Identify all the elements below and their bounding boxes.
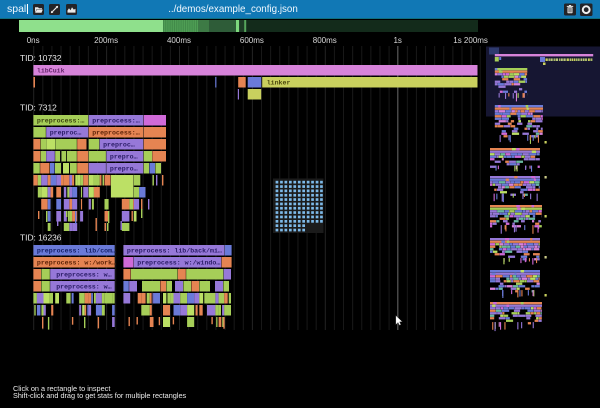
svg-text:preprocess: w…: preprocess: w… [56, 272, 111, 279]
svg-text:preproc…: preproc… [103, 142, 135, 149]
svg-text:400ms: 400ms [167, 36, 191, 45]
svg-text:600ms: 600ms [240, 36, 264, 45]
svg-text:TID: 10732: TID: 10732 [20, 53, 62, 63]
svg-text:preprocess:…: preprocess:… [92, 130, 140, 137]
svg-text:preprocess: w…: preprocess: w… [56, 284, 111, 291]
svg-text:preprocess: w:/work…: preprocess: w:/work… [37, 260, 116, 267]
svg-text:TID: 16236: TID: 16236 [20, 233, 62, 243]
svg-text:800ms: 800ms [313, 36, 337, 45]
svg-text:libCuik: libCuik [37, 68, 65, 75]
svg-text:TID: 7312: TID: 7312 [20, 103, 57, 113]
svg-text:preprocess: w:/windo…: preprocess: w:/windo… [137, 260, 220, 267]
svg-text:preproc…: preproc… [50, 130, 82, 137]
svg-text:linker: linker [267, 80, 291, 87]
svg-text:1s: 1s [393, 36, 401, 45]
svg-text:200ms: 200ms [94, 36, 118, 45]
svg-text:preprocess:…: preprocess:… [37, 118, 85, 125]
svg-text:prepro…: prepro… [110, 166, 138, 173]
svg-text:0ns: 0ns [27, 36, 40, 45]
svg-text:preprocess: lib/back/mi…: preprocess: lib/back/mi… [127, 248, 222, 255]
svg-text:prepro…: prepro… [110, 154, 138, 161]
svg-text:preprocess: lib/com…: preprocess: lib/com… [37, 248, 116, 255]
svg-text:preprocess:…: preprocess:… [92, 118, 140, 125]
svg-text:1s 200ms: 1s 200ms [453, 36, 488, 45]
